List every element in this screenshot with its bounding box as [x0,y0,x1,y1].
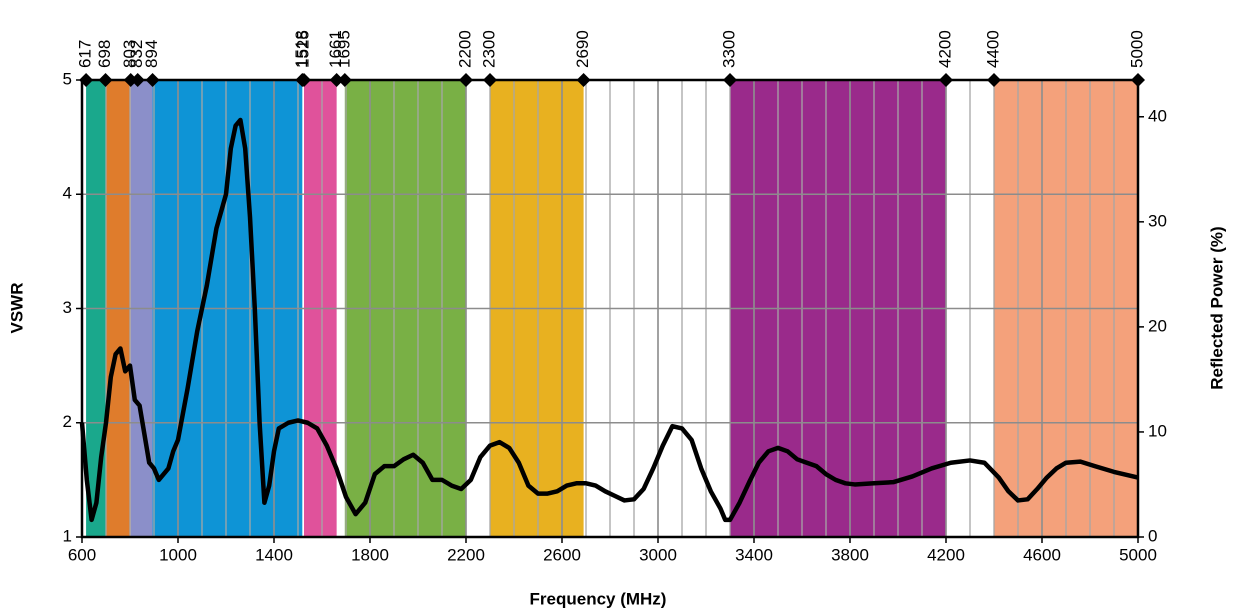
band-marker [939,73,953,87]
x-tick-label: 600 [68,545,96,564]
band-marker [337,73,352,87]
x-tick-label: 3400 [735,545,773,564]
band-marker-label: 1695 [334,30,353,68]
plot-frame [80,78,1140,539]
band-marker-label: 698 [95,40,114,68]
y2-tick-label: 30 [1148,211,1167,230]
y2-tick-label: 40 [1148,106,1167,125]
x-tick-label: 5000 [1119,545,1157,564]
band-marker-label: 2200 [455,30,474,68]
y-tick-label: 4 [63,184,72,203]
band-marker [723,73,737,87]
band-marker [1131,73,1145,87]
x-tick-label: 3000 [639,545,677,564]
band-marker-label: 5000 [1127,30,1146,68]
band-marker [145,73,160,87]
x-axis-title: Frequency (MHz) [530,589,667,608]
y2-tick-label: 20 [1148,316,1167,335]
x-tick-label: 2600 [543,545,581,564]
band-marker [576,73,591,87]
y-axis-title: VSWR [7,283,26,334]
band-marker-label: 1518 [292,30,311,68]
band-marker [459,73,473,87]
y2-tick-label: 10 [1148,421,1167,440]
band-marker-label: 894 [142,40,161,68]
y-tick-label: 1 [63,526,72,545]
x-tick-label: 1000 [159,545,197,564]
band-marker [98,73,113,87]
x-tick-label: 4600 [1023,545,1061,564]
y-tick-label: 5 [63,69,72,88]
y-tick-label: 3 [63,298,72,317]
band-marker-label: 1661 [326,30,345,68]
band-marker [987,73,1001,87]
y-tick-label: 2 [63,412,72,431]
band-marker-label: 832 [127,40,146,68]
band-marker-label: 4200 [935,30,954,68]
vswr-line [79,117,1139,523]
band-marker-label: 617 [76,40,95,68]
band-marker-label: 4400 [983,30,1002,68]
band-marker-label: 2300 [479,30,498,68]
band-marker [329,73,344,87]
x-tick-label: 1400 [255,545,293,564]
x-tick-label: 3800 [831,545,869,564]
band-marker [79,73,94,87]
y2-axis-title: Reflected Power (%) [1207,226,1226,389]
x-tick-label: 1800 [351,545,389,564]
band-marker [297,73,311,87]
x-tick-label: 2200 [447,545,485,564]
band-marker-label: 803 [120,40,139,68]
band-marker [483,73,497,87]
y2-tick-label: 0 [1148,526,1157,545]
band-marker [130,73,145,87]
band-marker-label: 3300 [719,30,738,68]
band-marker-label: 1525 [293,30,312,68]
band-marker-label: 2690 [573,30,592,68]
x-tick-label: 4200 [927,545,965,564]
